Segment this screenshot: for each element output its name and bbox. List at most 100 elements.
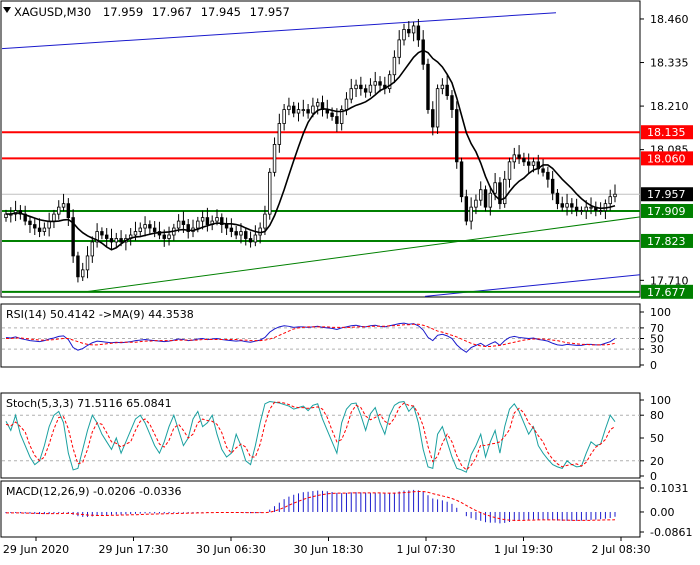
candle-body: [387, 74, 392, 90]
candle-body: [253, 234, 258, 243]
candle-body: [522, 157, 526, 163]
candle-body: [61, 203, 66, 208]
candle-body: [598, 210, 603, 213]
stoch-tick-label: 100: [650, 394, 671, 407]
candle-body: [133, 231, 138, 236]
time-tick-label: 29 Jun 2020: [3, 543, 69, 556]
candle-body: [90, 241, 95, 257]
candle-body: [378, 81, 382, 86]
candle-body: [431, 109, 435, 128]
candle-body: [339, 109, 344, 124]
level-tag-17.909: [641, 203, 693, 218]
candle-body: [114, 238, 118, 243]
candle-body: [57, 206, 61, 215]
candle-body: [148, 224, 152, 229]
candle-body: [28, 220, 32, 225]
candle-body: [196, 220, 200, 229]
candle-body: [287, 105, 291, 110]
time-tick-label: 30 Jun 06:30: [196, 543, 266, 556]
candle-body: [37, 227, 42, 232]
price-tick-label: 18.210: [650, 100, 689, 113]
dropdown-triangle-icon[interactable]: [3, 7, 11, 13]
candle-body: [474, 199, 478, 208]
candle-body: [296, 109, 301, 114]
candle-body: [550, 178, 555, 194]
candle-body: [363, 88, 368, 93]
candle-body: [229, 227, 234, 232]
candle-body: [469, 206, 473, 222]
candle-body: [613, 193, 617, 198]
candle-body: [306, 109, 310, 114]
candle-body: [392, 56, 397, 76]
candle-body: [464, 196, 469, 222]
candle-body: [483, 189, 488, 208]
candle-body: [584, 206, 588, 212]
rsi-label: RSI(14) 50.4142 ->MA(9) 44.3538: [6, 308, 194, 321]
candle-body: [450, 95, 454, 110]
candle-body: [402, 29, 406, 41]
level-tag-18.060: [641, 151, 693, 166]
time-tick-label: 1 Jul 19:30: [494, 543, 553, 556]
candle-body: [81, 269, 85, 278]
candle-body: [354, 84, 358, 90]
candle-body: [272, 144, 277, 173]
candle-body: [119, 238, 123, 243]
channel-upper-line: [1, 12, 557, 50]
rsi-panel: [5, 322, 616, 353]
candle-body: [311, 105, 315, 114]
candle-body: [416, 25, 421, 41]
candle-body: [579, 210, 584, 213]
candle-body: [512, 154, 517, 163]
candle-body: [215, 217, 219, 222]
stoch-tick-label: 20: [650, 455, 664, 468]
candle-body: [368, 84, 373, 93]
candle-body: [330, 112, 334, 117]
rsi-tick-label: 50: [650, 333, 664, 346]
candle-body: [85, 255, 90, 271]
svg-text:XAGUSD,M30 17.959: XAGUSD,M30 17.959 17.967 17.945 17.957: [14, 5, 290, 19]
candle-body: [100, 231, 104, 236]
candle-body: [52, 213, 56, 222]
candle-body: [344, 98, 349, 110]
rsi-panel-frame: [0, 303, 641, 368]
candle-body: [493, 182, 497, 194]
macd-label: MACD(12,26,9) -0.0206 -0.0336: [6, 485, 181, 498]
candle-body: [277, 123, 282, 145]
rsi-tick-label: 0: [650, 359, 657, 372]
candle-body: [479, 189, 483, 201]
candle-body: [459, 161, 464, 198]
candle-body: [555, 192, 560, 205]
candle-body: [435, 88, 440, 128]
candle-body: [488, 192, 493, 208]
candle-body: [248, 238, 253, 243]
candle-body: [411, 25, 416, 34]
candle-body: [76, 255, 80, 278]
stoch-label: Stoch(5,3,3) 71.5116 65.0841: [6, 397, 172, 410]
open-value: 17.959: [103, 5, 143, 19]
candle-body: [589, 206, 593, 209]
rsi-series-signal: [6, 323, 616, 347]
candle-body: [421, 39, 425, 65]
candle-body: [517, 154, 521, 159]
level-tag-17.677: [641, 284, 693, 299]
candle-body: [565, 203, 569, 208]
candle-body: [234, 231, 238, 236]
level-tag-label: 18.060: [647, 152, 686, 165]
candle-body: [95, 231, 99, 243]
rsi-tick-label: 30: [650, 343, 664, 356]
candle-body: [315, 102, 320, 107]
time-tick-label: 29 Jun 17:30: [99, 543, 169, 556]
close-value: 17.957: [250, 5, 290, 19]
candle-body: [181, 220, 186, 225]
level-tag-label: 17.677: [647, 286, 686, 299]
level-tag-18.135: [641, 125, 693, 140]
candle-body: [220, 217, 224, 225]
price-tick-label: 18.460: [650, 13, 689, 26]
candle-body: [498, 182, 502, 205]
time-tick-label: 2 Jul 08:30: [592, 543, 651, 556]
candle-body: [109, 238, 114, 243]
candle-body: [200, 217, 205, 222]
candle-body: [531, 161, 536, 166]
